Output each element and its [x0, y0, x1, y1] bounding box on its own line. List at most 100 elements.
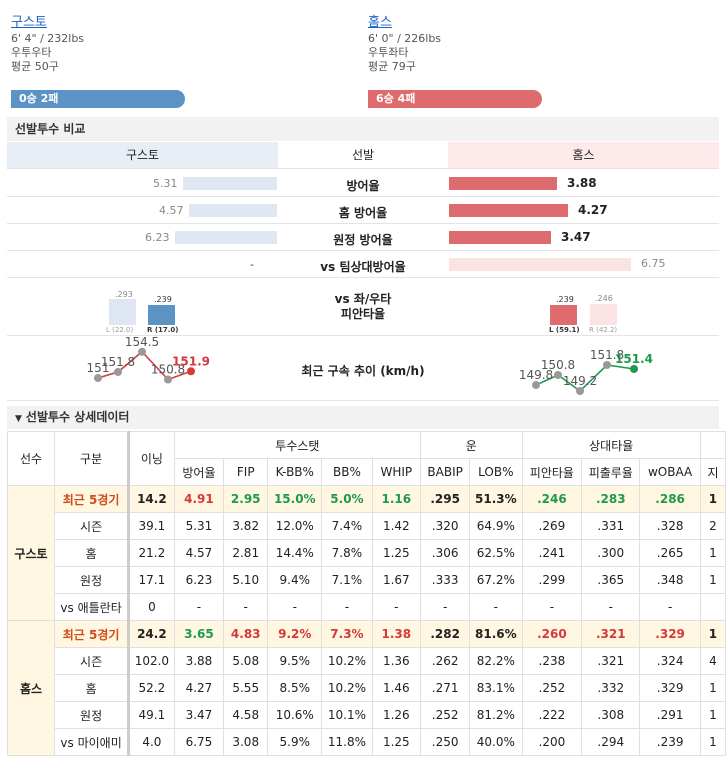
stat-cell: 40.0%: [469, 728, 523, 756]
velocity-point: [94, 374, 102, 382]
stat-cell: 1: [699, 539, 726, 567]
away-pitcher-name-link[interactable]: 구스토: [11, 15, 47, 30]
detail-table: 선수 구분 이닝 투수스탯 운 상대타율 방어율 FIP K-BB% BB% WHIP B…: [7, 431, 726, 756]
velocity-point: [114, 368, 122, 376]
away-split-r-value: .239: [154, 295, 172, 304]
col-header[interactable]: WHIP: [371, 458, 422, 486]
home-split-l-caption: L (59.1): [549, 326, 580, 334]
stat-cell: 4.58: [223, 701, 269, 729]
table-row: 홈 21.2 4.57 2.81 14.4% 7.8% 1.25.306 62.5% .241.…: [8, 539, 726, 567]
stat-cell: 5.10: [223, 566, 269, 594]
col-header[interactable]: 피출루율: [581, 458, 641, 486]
away-era-bar: [189, 204, 277, 217]
era-row: [7, 170, 719, 197]
col-header[interactable]: wOBAA: [639, 458, 701, 486]
away-pitcher-info: 6' 4" / 232lbs 우투우타 평균 50구: [11, 32, 84, 74]
stat-cell: 2: [699, 512, 726, 540]
stat-cell: 7.8%: [321, 539, 373, 567]
era-row-label: 홈 방어율: [338, 206, 388, 220]
stat-cell: .291: [639, 701, 701, 729]
away-split-l-caption: L (22.0): [106, 326, 134, 334]
stat-cell: 7.1%: [321, 566, 373, 594]
stat-cell: .329: [639, 674, 701, 702]
home-record-badge: 6승 4패: [368, 90, 542, 108]
th-group-opp: 상대타율: [521, 431, 701, 459]
row-type-cell: 최근 5경기: [53, 620, 130, 648]
table-row: 홈 52.2 4.27 5.55 8.5% 10.2% 1.46.271 83.1% .252.…: [8, 674, 726, 702]
col-header[interactable]: K-BB%: [267, 458, 323, 486]
center-col-header: 선발: [351, 148, 375, 162]
split-label-line2: 피안타율: [340, 307, 386, 321]
stat-cell: 4.0: [127, 728, 175, 756]
detail-section-title[interactable]: ▼ 선발투수 상세데이터: [7, 406, 719, 429]
stat-cell: .241: [521, 539, 583, 567]
home-pitcher-name-link[interactable]: 홈스: [368, 15, 392, 30]
stat-cell: .300: [581, 539, 641, 567]
stat-cell: .320: [420, 512, 471, 540]
stat-cell: 3.65: [173, 620, 225, 648]
col-header[interactable]: 피안타율: [521, 458, 583, 486]
home-split-r-value: .246: [595, 294, 613, 303]
col-header[interactable]: BB%: [321, 458, 373, 486]
stat-cell: 9.2%: [267, 620, 323, 648]
velocity-point: [630, 365, 638, 373]
stat-cell: .222: [521, 701, 583, 729]
home-era-value: 3.88: [567, 176, 597, 190]
era-row: [7, 224, 719, 251]
col-header[interactable]: BABIP: [420, 458, 471, 486]
col-header[interactable]: 지: [699, 458, 726, 486]
collapse-triangle-icon[interactable]: ▼: [15, 414, 22, 424]
away-era-bar: [183, 177, 277, 190]
stat-cell: .365: [581, 566, 641, 594]
stat-cell: .250: [420, 728, 471, 756]
stat-cell: 51.3%: [469, 485, 523, 513]
stat-cell: 1: [699, 566, 726, 594]
stat-cell: 1.16: [371, 485, 422, 513]
stat-cell: .286: [639, 485, 701, 513]
row-type-cell: 시즌: [53, 647, 130, 675]
stat-cell: .348: [639, 566, 701, 594]
era-row-label: vs 팀상대방어율: [320, 260, 406, 274]
col-header[interactable]: 방어율: [173, 458, 225, 486]
away-body: 6' 4" / 232lbs: [11, 32, 85, 45]
stat-cell: 4.91: [173, 485, 225, 513]
stat-cell: 5.0%: [321, 485, 373, 513]
velocity-point: [554, 371, 562, 379]
th-player: 선수: [7, 431, 55, 486]
table-row: 홈스 최근 5경기 24.2 3.65 4.83 9.2% 7.3% 1.38.282 81.6…: [7, 620, 726, 756]
velocity-label: 151.8: [590, 348, 624, 362]
stat-cell: .333: [420, 566, 471, 594]
row-type-cell: 홈: [53, 674, 130, 702]
split-row: [7, 278, 719, 336]
table-row: vs 애틀란타 0- - - - - - - - - -: [8, 593, 726, 621]
stat-cell: 14.2: [127, 485, 175, 513]
velocity-point: [138, 347, 146, 356]
stat-cell: -: [223, 593, 269, 621]
stat-cell: 8.5%: [267, 674, 323, 702]
stat-cell: .252: [521, 674, 583, 702]
stat-cell: .282: [420, 620, 471, 648]
stat-cell: 3.88: [173, 647, 225, 675]
stat-cell: 81.2%: [469, 701, 523, 729]
velocity-label: 151.9: [172, 354, 210, 368]
col-header[interactable]: FIP: [223, 458, 269, 486]
stat-cell: 1: [699, 485, 726, 513]
era-row-label: 원정 방어율: [333, 233, 393, 247]
stat-cell: 1.38: [371, 620, 422, 648]
stat-cell: 102.0: [127, 647, 175, 675]
stat-cell: .332: [581, 674, 641, 702]
stat-cell: 39.1: [127, 512, 175, 540]
home-era-bar: [449, 258, 631, 271]
compare-header-row: 구스토 선발 홈스: [7, 142, 719, 169]
table-row: 구스토 최근 5경기 14.2 4.91 2.95 15.0% 5.0% 1.16.295 51…: [7, 485, 726, 621]
stat-cell: .306: [420, 539, 471, 567]
velocity-label: 151.8: [101, 355, 135, 369]
era-row-label: 방어율: [346, 179, 380, 193]
player-cell: 홈스: [7, 620, 55, 756]
stat-cell: -: [371, 593, 422, 621]
col-header[interactable]: LOB%: [469, 458, 523, 486]
stat-cell: 0: [127, 593, 175, 621]
stat-cell: .321: [581, 647, 641, 675]
table-row: vs 마이애미 4.0 6.75 3.08 5.9% 11.8% 1.25.250 40.0%…: [8, 728, 726, 756]
table-row: 원정 49.1 3.47 4.58 10.6% 10.1% 1.26.252 81.2% .22…: [8, 701, 726, 729]
